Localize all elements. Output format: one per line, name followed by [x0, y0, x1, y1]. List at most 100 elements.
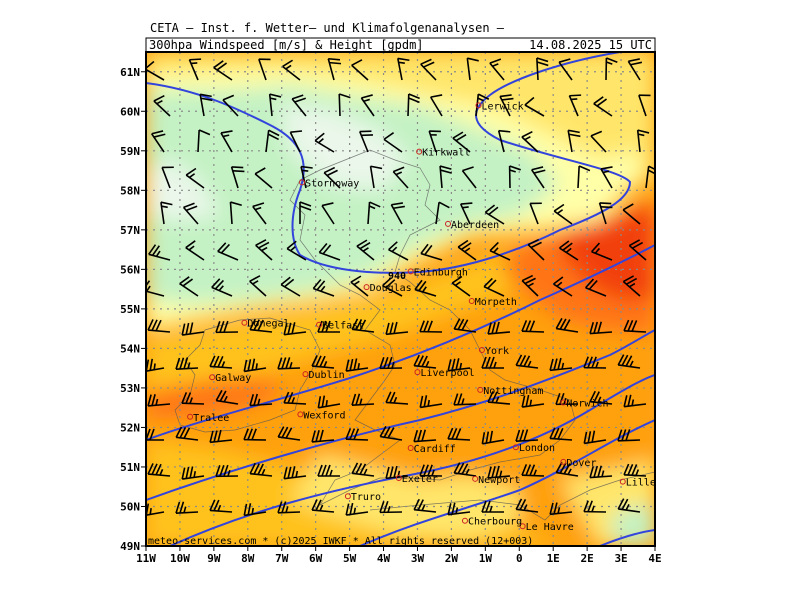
- wind-barb: [521, 320, 545, 333]
- lat-tick-label: 51N: [120, 461, 140, 474]
- wind-barb: [268, 93, 282, 117]
- wind-barb: [645, 165, 655, 189]
- city-marker: London: [512, 443, 555, 454]
- wind-barb: [521, 274, 539, 297]
- wind-barb: [213, 60, 233, 81]
- wind-barb: [243, 358, 267, 373]
- wind-barb: [585, 278, 607, 297]
- wind-barb: [147, 319, 171, 333]
- lat-tick-label: 49N: [120, 540, 140, 553]
- wind-barb: [249, 318, 273, 333]
- wind-barb: [282, 59, 301, 81]
- wind-barb: [286, 240, 307, 261]
- wind-barb: [148, 244, 171, 261]
- city-marker: Le Havre: [519, 522, 574, 533]
- wind-barb: [181, 392, 205, 405]
- wind-barb: [185, 240, 205, 261]
- wind-barb: [567, 129, 581, 153]
- city-marker: Exeter: [395, 474, 438, 485]
- lon-tick-label: 1E: [547, 552, 560, 565]
- wind-barb: [379, 425, 403, 441]
- wind-barb: [487, 391, 511, 405]
- wind-barb: [420, 243, 443, 261]
- wind-barb: [420, 58, 437, 81]
- wind-barb: [555, 317, 579, 333]
- wind-barb: [447, 358, 471, 372]
- city-marker: Tralee: [187, 413, 229, 424]
- wind-barb: [568, 94, 582, 117]
- lon-tick-label: 3E: [614, 552, 627, 565]
- wind-barb: [249, 275, 267, 297]
- wind-barb: [209, 355, 233, 369]
- wind-barb: [188, 58, 202, 81]
- wind-barb: [160, 201, 173, 225]
- wind-barb: [457, 239, 477, 261]
- wind-barb: [598, 202, 613, 225]
- city-marker: Belfast: [316, 321, 364, 332]
- wind-barb: [351, 462, 375, 477]
- wind-barb: [209, 429, 233, 444]
- wind-barb: [521, 130, 539, 153]
- wind-barb: [185, 167, 205, 189]
- wind-barb: [549, 502, 573, 516]
- wind-barb: [397, 57, 410, 81]
- wind-barb: [497, 129, 511, 153]
- height-contour-line: [599, 529, 655, 546]
- lat-tick-label: 53N: [120, 382, 140, 395]
- wind-barb: [359, 130, 373, 153]
- city-label: Truro: [351, 492, 381, 503]
- wind-barb: [475, 93, 490, 117]
- wind-barb: [451, 275, 471, 297]
- city-label: Dover: [566, 458, 596, 469]
- contour-label-940: 940: [388, 271, 406, 282]
- wind-barb: [605, 57, 618, 81]
- wind-barb: [243, 503, 267, 517]
- wind-barb: [583, 500, 607, 513]
- wind-barb: [590, 130, 607, 153]
- city-label: Kirkwall: [422, 148, 470, 159]
- valid-time: 14.08.2025 15 UTC: [529, 38, 652, 52]
- city-label: Nottingham: [483, 386, 543, 397]
- wind-barb: [623, 319, 647, 333]
- wind-barb: [481, 500, 504, 513]
- city-label: Aberdeen: [451, 220, 499, 231]
- wind-barb: [249, 393, 273, 407]
- wind-barb: [383, 132, 403, 153]
- wind-barb: [453, 318, 477, 333]
- lon-tick-label: 3W: [411, 552, 425, 565]
- city-marker: Wexford: [297, 410, 346, 421]
- wind-barb: [379, 356, 403, 370]
- wind-barb: [524, 96, 545, 117]
- wind-barb: [291, 94, 307, 117]
- wind-barb: [617, 354, 641, 369]
- wind-barb: [327, 57, 342, 81]
- wind-barb: [345, 502, 369, 516]
- city-marker: Aberdeen: [445, 220, 499, 231]
- wind-barb: [508, 165, 521, 189]
- wind-barb: [466, 57, 479, 81]
- lon-tick-label: 9W: [207, 552, 221, 565]
- wind-barb: [529, 202, 542, 225]
- city-label: Morpeth: [475, 297, 517, 308]
- wind-barb: [583, 356, 607, 369]
- height-contour-line: [146, 329, 655, 501]
- wind-barb: [515, 498, 539, 513]
- wind-barb: [181, 322, 205, 336]
- wind-barb: [277, 357, 301, 370]
- city-marker: Cherbourg: [461, 517, 522, 528]
- wind-barb: [311, 499, 335, 513]
- wind-barb: [622, 275, 641, 297]
- wind-barb: [636, 129, 650, 153]
- city-label: Donegal: [247, 319, 289, 330]
- wind-barb: [583, 430, 607, 445]
- city-label: Exeter: [402, 474, 438, 485]
- map-frame: [145, 51, 656, 547]
- lat-tick-label: 57N: [120, 224, 140, 237]
- wind-barb: [283, 391, 307, 405]
- lon-tick-label: 6W: [309, 552, 323, 565]
- copyright-footer: meteo-services.com * (c)2025 IWKF * All …: [148, 536, 533, 547]
- city-marker: Douglas: [363, 283, 412, 294]
- wind-barb: [181, 466, 205, 480]
- city-marker: Morpeth: [468, 297, 517, 308]
- wind-barb: [215, 464, 239, 478]
